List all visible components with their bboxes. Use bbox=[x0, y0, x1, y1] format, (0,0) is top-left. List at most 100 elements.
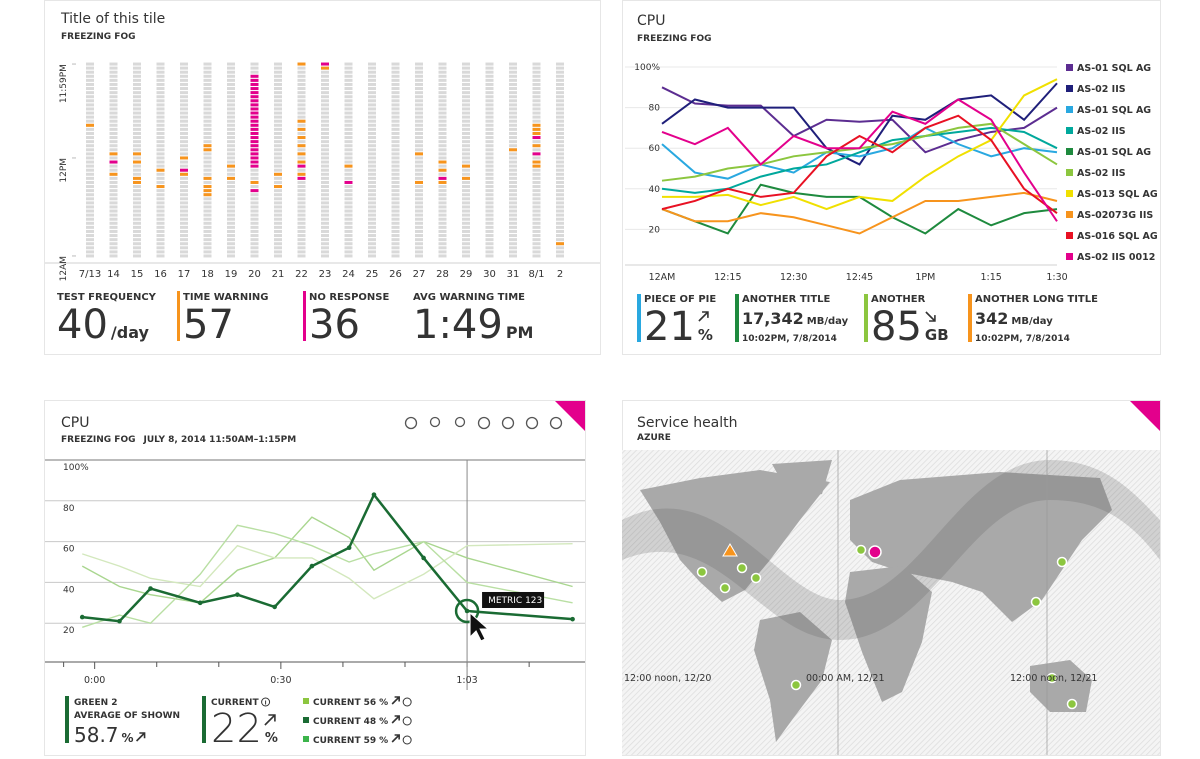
event-cell bbox=[297, 160, 306, 164]
event-cell bbox=[109, 160, 118, 164]
metric-value: 17,342 bbox=[742, 309, 804, 328]
info-icon[interactable] bbox=[402, 697, 412, 707]
cell bbox=[297, 87, 306, 91]
toolbar bbox=[404, 416, 563, 430]
cell bbox=[274, 119, 282, 123]
cell bbox=[109, 229, 118, 233]
cell bbox=[391, 140, 400, 144]
cell bbox=[368, 131, 376, 135]
status-ok[interactable] bbox=[1030, 596, 1042, 608]
cell bbox=[438, 225, 447, 229]
cell bbox=[86, 99, 94, 103]
link-button[interactable] bbox=[525, 416, 539, 430]
y-tick-label: 11:59PM bbox=[59, 64, 69, 103]
cell bbox=[368, 217, 376, 221]
status-ok[interactable] bbox=[750, 572, 762, 584]
status-error[interactable] bbox=[868, 545, 882, 559]
cell bbox=[532, 172, 541, 176]
status-ok[interactable] bbox=[855, 544, 867, 556]
cell bbox=[250, 62, 259, 66]
event-cell bbox=[297, 136, 306, 140]
cell bbox=[485, 193, 494, 197]
zoom-out-button[interactable] bbox=[454, 416, 466, 428]
cell bbox=[250, 185, 259, 189]
cell bbox=[227, 66, 235, 70]
status-ok[interactable] bbox=[1046, 672, 1058, 684]
status-ok[interactable] bbox=[736, 562, 748, 574]
info-icon[interactable] bbox=[261, 697, 271, 707]
metric-label: PIECE OF PIE bbox=[644, 294, 716, 305]
refresh-button[interactable] bbox=[501, 416, 515, 430]
info-icon[interactable] bbox=[402, 735, 412, 745]
cell bbox=[203, 91, 212, 95]
cell bbox=[297, 246, 306, 250]
cell bbox=[297, 250, 306, 254]
cell bbox=[109, 107, 118, 111]
status-ok[interactable] bbox=[1056, 556, 1068, 568]
trend-arrow bbox=[925, 311, 936, 322]
event-cell bbox=[180, 172, 188, 176]
cell bbox=[509, 172, 517, 176]
info-icon[interactable] bbox=[402, 716, 412, 726]
cell bbox=[344, 140, 353, 144]
cell bbox=[156, 131, 165, 135]
cell bbox=[368, 246, 376, 250]
event-cell bbox=[250, 78, 259, 82]
cell bbox=[556, 180, 564, 184]
settings-button[interactable] bbox=[549, 416, 563, 430]
cell bbox=[321, 99, 329, 103]
trend-arrow bbox=[135, 732, 146, 742]
cell bbox=[203, 82, 212, 86]
event-cell bbox=[86, 123, 94, 127]
event-cell bbox=[250, 103, 259, 107]
cell bbox=[86, 78, 94, 82]
cell bbox=[321, 197, 329, 201]
cell bbox=[485, 234, 494, 238]
time-label: 12:00 noon, 12/20 bbox=[624, 673, 711, 684]
cell bbox=[532, 87, 541, 91]
status-ok[interactable] bbox=[719, 582, 731, 594]
cell bbox=[297, 189, 306, 193]
status-ok[interactable] bbox=[1066, 698, 1078, 710]
cell bbox=[180, 229, 188, 233]
tile-subtitle: AZURE bbox=[637, 433, 671, 443]
event-cell bbox=[462, 176, 470, 180]
event-cell bbox=[532, 164, 541, 168]
cell bbox=[462, 213, 470, 217]
cell bbox=[203, 152, 212, 156]
x-tick-label: 21 bbox=[272, 269, 285, 280]
cell bbox=[180, 66, 188, 70]
cell bbox=[227, 242, 235, 246]
cell bbox=[203, 205, 212, 209]
cell bbox=[227, 115, 235, 119]
cell bbox=[297, 103, 306, 107]
cell bbox=[86, 201, 94, 205]
status-ok[interactable] bbox=[790, 679, 802, 691]
history-button[interactable] bbox=[404, 416, 418, 430]
status-ok[interactable] bbox=[696, 566, 708, 578]
cell bbox=[180, 111, 188, 115]
cell bbox=[415, 217, 423, 221]
cell bbox=[203, 131, 212, 135]
cell bbox=[133, 127, 141, 131]
cell bbox=[86, 205, 94, 209]
y-tick-label: 12AM bbox=[59, 256, 69, 281]
pin-button[interactable] bbox=[477, 416, 491, 430]
cell bbox=[274, 229, 282, 233]
cell bbox=[133, 193, 141, 197]
cell bbox=[509, 95, 517, 99]
event-cell bbox=[250, 131, 259, 135]
cell bbox=[227, 103, 235, 107]
zoom-in-button[interactable] bbox=[429, 416, 441, 428]
cell bbox=[321, 103, 329, 107]
cell bbox=[274, 176, 282, 180]
event-cell bbox=[532, 127, 541, 131]
event-cell bbox=[250, 148, 259, 152]
cell bbox=[86, 229, 94, 233]
cell bbox=[391, 180, 400, 184]
status-warning[interactable] bbox=[722, 543, 738, 557]
cell bbox=[321, 217, 329, 221]
cell bbox=[109, 95, 118, 99]
cell bbox=[438, 201, 447, 205]
cell bbox=[203, 107, 212, 111]
